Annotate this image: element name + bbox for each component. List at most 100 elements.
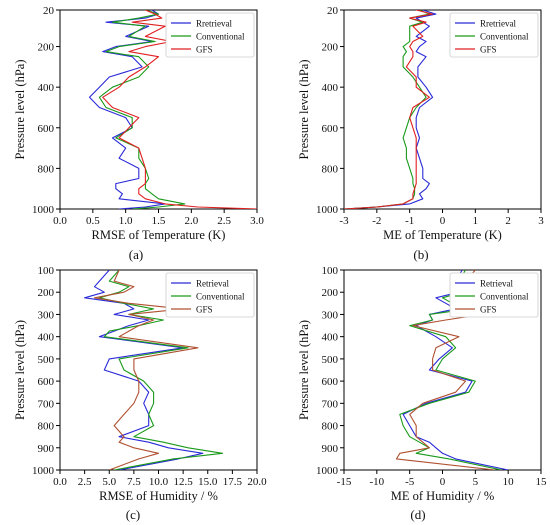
legend-label: GFS xyxy=(480,45,497,55)
x-tick-label: 3 xyxy=(538,215,544,227)
x-tick-label: 0.0 xyxy=(53,215,67,227)
series-line-conventional xyxy=(98,10,186,209)
legend-label: Conventional xyxy=(196,32,245,42)
y-tick-label: 400 xyxy=(322,332,339,344)
legend: Retrieval Conventional GFS xyxy=(165,272,255,318)
x-tick-label: -5 xyxy=(405,476,415,488)
y-tick-label: 400 xyxy=(38,82,55,94)
legend: Retrieval Conventional GFS xyxy=(449,272,539,318)
x-tick-label: 2 xyxy=(505,215,511,227)
panel-tag: (b) xyxy=(413,247,428,262)
legend-label: Rretrieval xyxy=(196,19,232,29)
series-line-retrieval xyxy=(84,270,204,470)
x-tick-label: -15 xyxy=(337,476,352,488)
panel-tag: (d) xyxy=(410,507,425,522)
x-tick-label: 2.5 xyxy=(217,215,231,227)
x-tick-label: 10 xyxy=(503,476,515,488)
x-tick-label: -1 xyxy=(405,215,414,227)
x-tick-label: -3 xyxy=(339,215,349,227)
y-tick-label: 600 xyxy=(322,376,339,388)
y-axis-label: Pressure level (hPa) xyxy=(13,60,27,160)
x-tick-label: 1.0 xyxy=(119,215,133,227)
y-axis-label: Pressure level (hPa) xyxy=(13,320,27,420)
y-tick-label: 700 xyxy=(38,398,55,410)
y-tick-label: 200 xyxy=(38,42,55,54)
y-tick-label: 1000 xyxy=(316,465,339,477)
legend: Rretrieval Conventional GFS xyxy=(165,12,255,58)
series-line-gfs xyxy=(102,10,257,209)
y-tick-label: 100 xyxy=(38,265,55,277)
x-tick-label: 20.0 xyxy=(247,476,267,488)
y-axis-label: Pressure level (hPa) xyxy=(297,320,311,420)
chart-panel-2: 0.0 2.5 5.0 7.5 10.0 12.5 15.0 17.5 20.0 100 200 30… xyxy=(13,265,267,522)
legend-label: Retrieval xyxy=(196,279,229,289)
y-tick-label: 900 xyxy=(38,443,55,455)
series-lines xyxy=(344,10,437,209)
y-tick-label: 500 xyxy=(38,354,55,366)
x-tick-label: 0.0 xyxy=(53,476,67,488)
y-tick-label: 400 xyxy=(322,82,339,94)
chart-panel-0: 0.0 0.5 1.0 1.5 2.0 2.5 3.0 20 200 400 600 800 1000 R… xyxy=(13,5,264,262)
chart-panel-1: -3 -2 -1 0 1 2 3 20 200 400 600 800 1000 ME of Temper… xyxy=(297,5,544,262)
legend-box xyxy=(165,12,255,58)
x-axis-label: ME of Humidity / % xyxy=(391,489,494,503)
x-tick-label: 7.5 xyxy=(127,476,141,488)
x-tick-label: 12.5 xyxy=(174,476,194,488)
x-tick-label: 1 xyxy=(473,215,479,227)
legend-label: GFS xyxy=(196,45,213,55)
series-lines xyxy=(88,10,257,209)
series-line-rretrieval xyxy=(344,10,437,209)
legend-label: GFS xyxy=(480,305,497,315)
y-axis-label: Pressure level (hPa) xyxy=(297,60,311,160)
y-tick-label: 100 xyxy=(322,265,339,277)
y-tick-label: 700 xyxy=(322,398,339,410)
y-tick-label: 1000 xyxy=(32,465,55,477)
series-lines xyxy=(84,270,224,470)
x-tick-label: 17.5 xyxy=(223,476,243,488)
x-tick-label: 0 xyxy=(440,215,446,227)
legend-box xyxy=(449,12,539,58)
y-tick-label: 800 xyxy=(38,163,55,175)
x-axis-label: RMSE of Humidity / % xyxy=(99,489,218,503)
y-tick-label: 800 xyxy=(322,163,339,175)
x-axis-label: RMSE of Temperature (K) xyxy=(92,228,226,242)
series-line-gfs xyxy=(93,270,199,470)
x-axis-label: ME of Temperature (K) xyxy=(383,228,502,242)
x-tick-label: -10 xyxy=(369,476,384,488)
panel-tag: (a) xyxy=(129,247,143,262)
y-tick-label: 200 xyxy=(322,42,339,54)
legend-label: Retrieval xyxy=(480,279,513,289)
legend-label: GFS xyxy=(196,305,213,315)
x-tick-label: 2.5 xyxy=(78,476,92,488)
y-tick-label: 500 xyxy=(322,354,339,366)
y-tick-label: 300 xyxy=(38,309,55,321)
series-line-conventional xyxy=(399,270,502,470)
y-tick-label: 200 xyxy=(38,287,55,299)
y-tick-label: 400 xyxy=(38,332,55,344)
legend-box xyxy=(449,272,539,318)
series-line-rretrieval xyxy=(88,10,166,209)
y-tick-label: 1000 xyxy=(32,204,55,216)
legend: Rretrieval Conventional GFS xyxy=(449,12,539,58)
panel-tag: (c) xyxy=(126,507,140,522)
y-tick-label: 600 xyxy=(322,123,339,135)
y-tick-label: 200 xyxy=(322,287,339,299)
x-tick-label: 2.0 xyxy=(184,215,198,227)
y-tick-label: 600 xyxy=(38,123,55,135)
y-tick-label: 300 xyxy=(322,309,339,321)
legend-label: Rretrieval xyxy=(480,19,516,29)
x-tick-label: 5 xyxy=(473,476,479,488)
x-tick-label: 0.5 xyxy=(86,215,100,227)
x-tick-label: 15.0 xyxy=(198,476,218,488)
legend-label: Conventional xyxy=(480,32,529,42)
legend-label: Conventional xyxy=(480,292,529,302)
x-tick-label: -2 xyxy=(372,215,381,227)
x-tick-label: 0 xyxy=(440,476,446,488)
y-tick-label: 1000 xyxy=(316,204,339,216)
x-tick-label: 15 xyxy=(536,476,548,488)
y-tick-label: 20 xyxy=(327,5,339,17)
y-tick-label: 900 xyxy=(322,443,339,455)
x-tick-label: 3.0 xyxy=(250,215,264,227)
series-line-retrieval xyxy=(402,270,509,470)
